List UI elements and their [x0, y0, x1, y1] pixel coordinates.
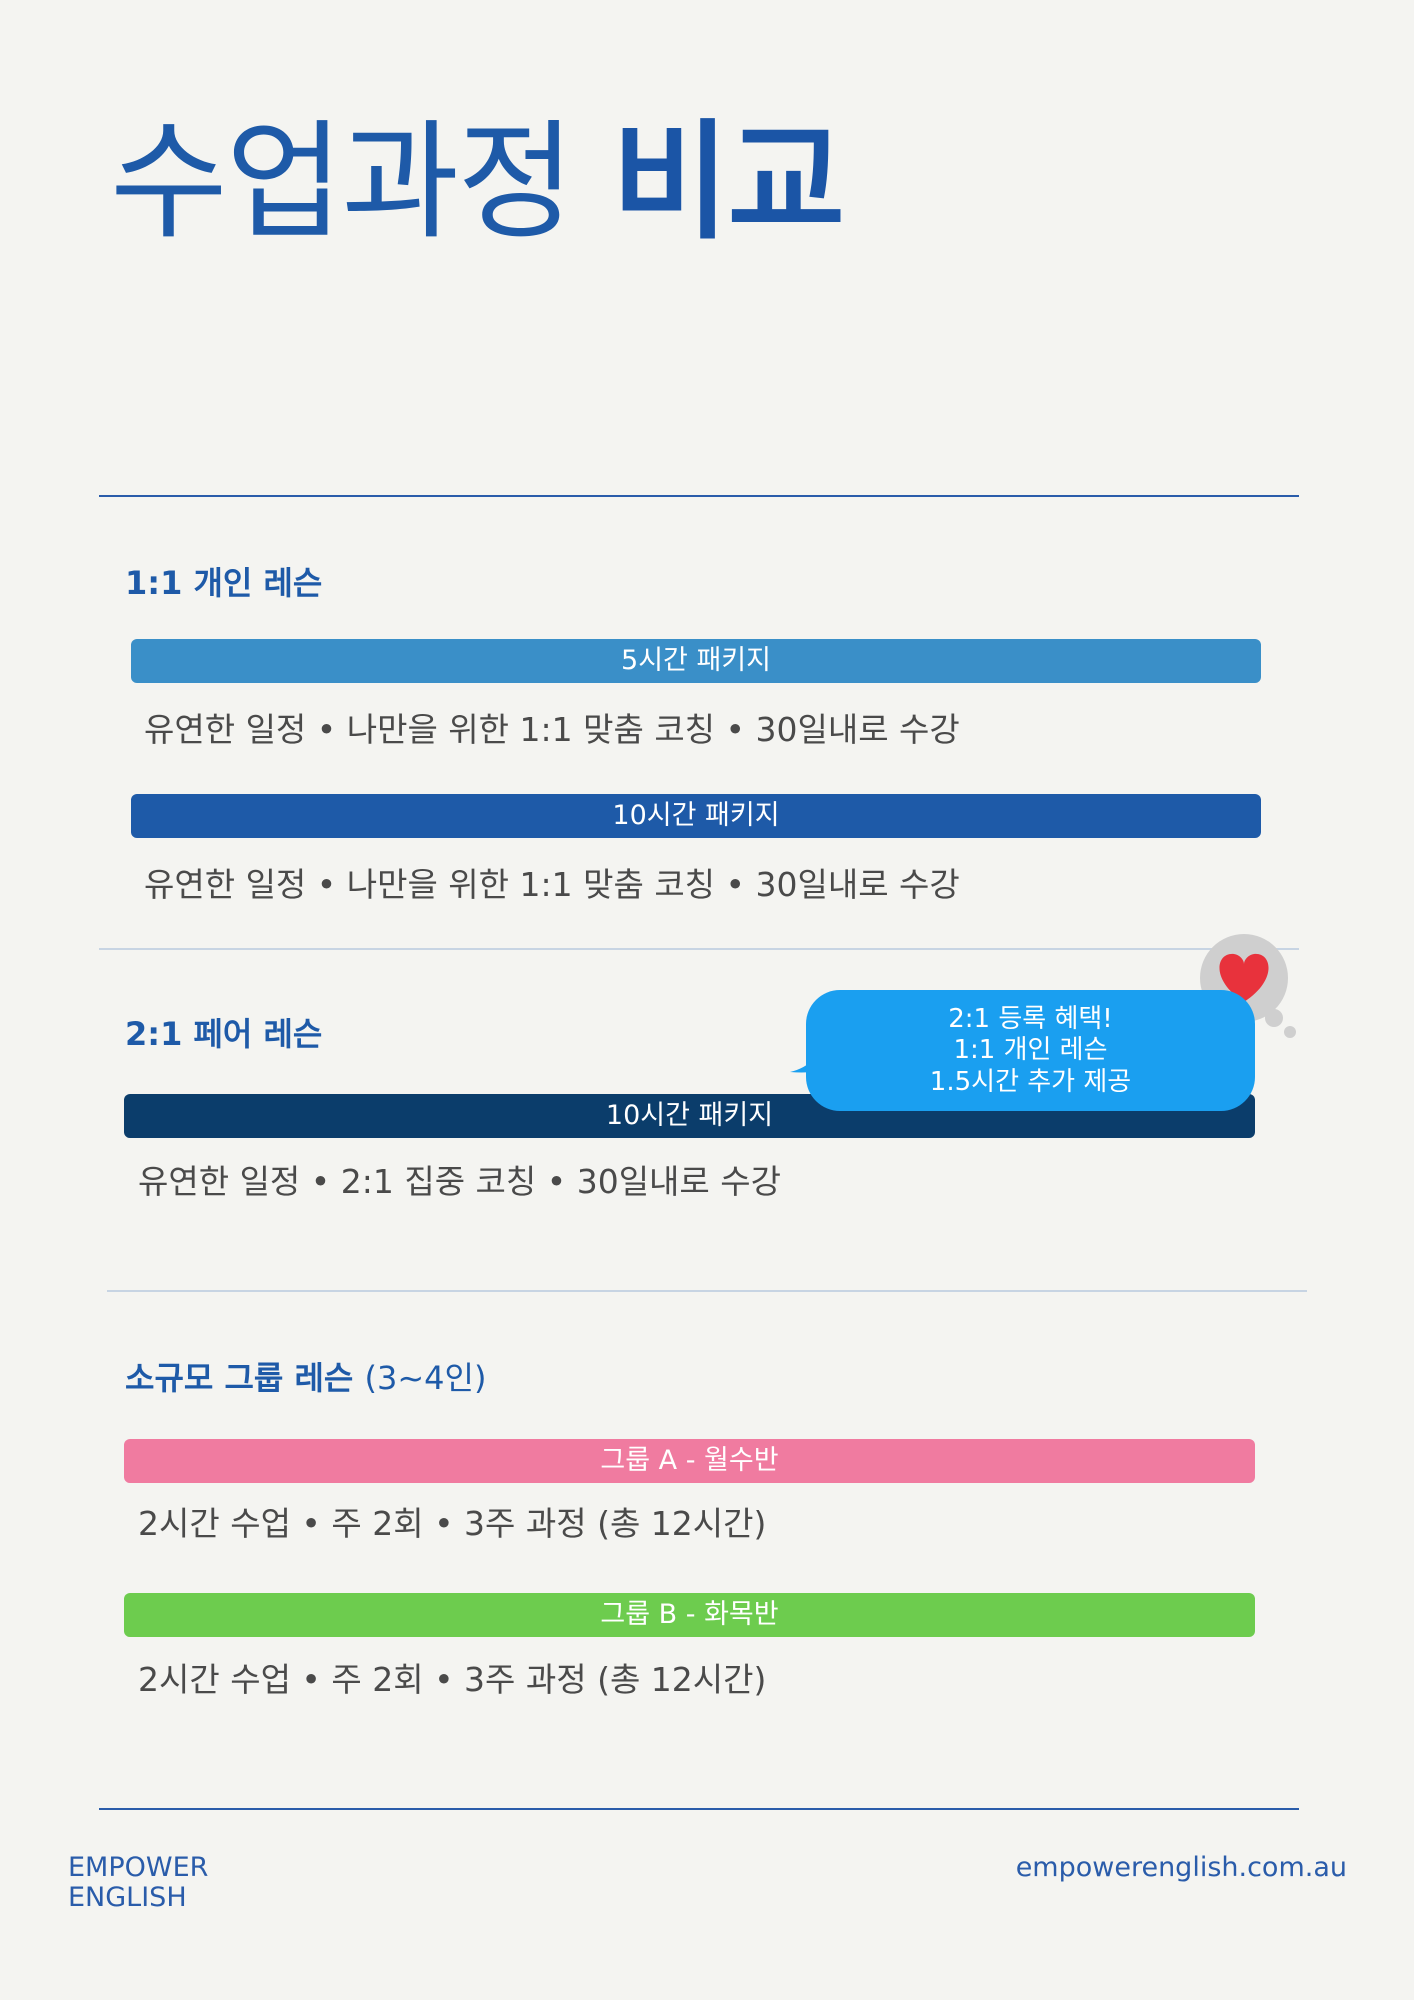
package-description: 유연한 일정 • 나만을 위한 1:1 맞춤 코칭 • 30일내로 수강 — [144, 710, 960, 749]
brand: EMPOWER — [68, 1852, 209, 1883]
brand: ENGLISH — [68, 1882, 187, 1913]
bubble-text: 2:1 등록 혜택! — [948, 1004, 1113, 1034]
package-bar: 그룹 A - 월수반 — [124, 1439, 1255, 1483]
package-description: 2시간 수업 • 주 2회 • 3주 과정 (총 12시간) — [138, 1660, 767, 1699]
divider — [107, 1290, 1307, 1292]
speech-bubble — [806, 990, 1255, 1111]
dot — [1265, 1009, 1283, 1027]
bubble-text: 1.5시간 추가 제공 — [929, 1067, 1132, 1097]
section-heading: 2:1 페어 레슨 — [125, 1015, 323, 1053]
section-heading: 1:1 개인 레슨 — [125, 564, 323, 602]
package-description: 유연한 일정 • 나만을 위한 1:1 맞춤 코칭 • 30일내로 수강 — [144, 865, 960, 904]
package-bar: 10시간 패키지 — [131, 794, 1261, 838]
package-description: 2시간 수업 • 주 2회 • 3주 과정 (총 12시간) — [138, 1504, 767, 1543]
heading-text: 소규모 그룹 레슨 — [125, 1359, 354, 1397]
website: empowerenglish.com.au — [1015, 1852, 1347, 1883]
divider — [99, 1808, 1299, 1810]
title: 수업과정 비교 — [110, 108, 846, 258]
title-bold: 비교 — [611, 108, 846, 257]
dot — [1284, 1026, 1296, 1038]
section-heading: 소규모 그룹 레슨 (3~4인) — [125, 1358, 486, 1398]
package-bar: 5시간 패키지 — [131, 639, 1261, 683]
heading-note: (3~4인) — [364, 1359, 487, 1397]
bubble-text: 1:1 개인 레슨 — [953, 1035, 1108, 1065]
divider — [99, 495, 1299, 497]
divider — [99, 948, 1299, 950]
heart — [1219, 953, 1269, 1002]
package-bar: 그룹 B - 화목반 — [124, 1593, 1255, 1637]
package-description: 유연한 일정 • 2:1 집중 코칭 • 30일내로 수강 — [138, 1162, 781, 1201]
title-light: 수업과정 — [110, 108, 575, 257]
